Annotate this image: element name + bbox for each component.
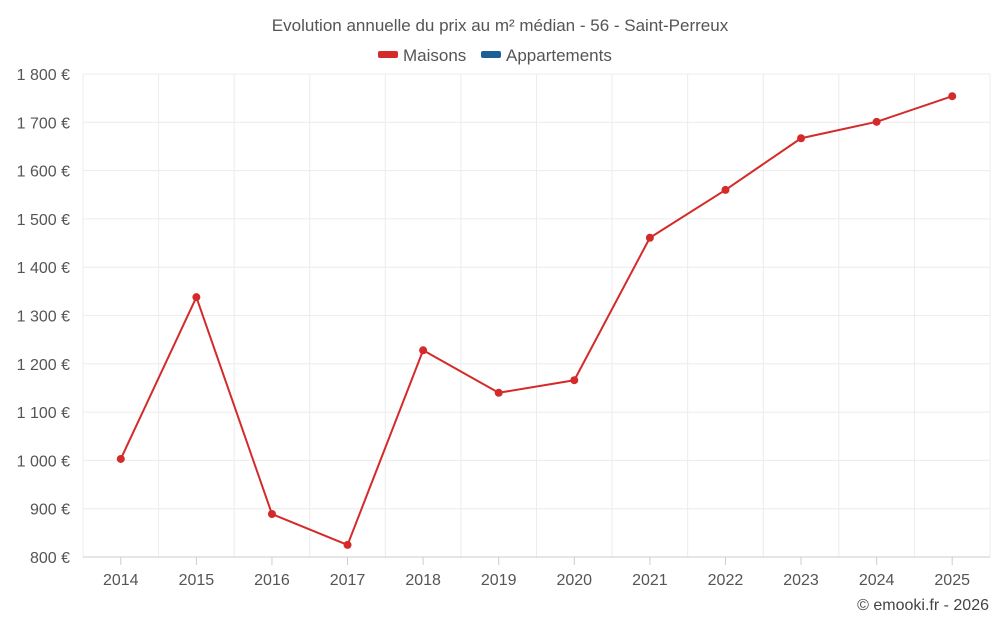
legend[interactable]: Maisons Appartements xyxy=(378,46,612,65)
data-point-maisons-2021[interactable] xyxy=(645,233,654,242)
x-tick-label: 2024 xyxy=(859,572,895,589)
data-point-maisons-2022[interactable] xyxy=(721,185,730,194)
y-axis-tick-labels: 800 € 900 € 1 000 € 1 100 € 1 200 € 1 300 € 1 … xyxy=(17,67,70,567)
legend-swatch-maisons[interactable] xyxy=(378,51,398,58)
y-tick-label: 1 500 € xyxy=(17,212,70,229)
x-tick-label: 2022 xyxy=(708,572,744,589)
y-tick-label: 900 € xyxy=(30,502,70,519)
legend-swatch-appartements[interactable] xyxy=(481,51,501,58)
x-tick-label: 2015 xyxy=(179,572,215,589)
x-axis-tick-labels: 2014 2015 2016 2017 2018 2019 2020 2021 2022 2023… xyxy=(103,557,970,589)
chart-title: Evolution annuelle du prix au m² médian … xyxy=(272,16,729,35)
x-tick-label: 2020 xyxy=(556,572,592,589)
y-tick-label: 1 600 € xyxy=(17,164,70,181)
data-point-maisons-2016[interactable] xyxy=(267,510,276,519)
legend-label-maisons[interactable]: Maisons xyxy=(403,46,466,65)
x-tick-label: 2017 xyxy=(330,572,366,589)
y-tick-label: 1 800 € xyxy=(17,67,70,84)
x-tick-label: 2025 xyxy=(934,572,970,589)
x-tick-label: 2018 xyxy=(405,572,441,589)
y-tick-label: 1 100 € xyxy=(17,405,70,422)
y-tick-label: 1 700 € xyxy=(17,115,70,132)
credit-text: © emooki.fr - 2026 xyxy=(857,597,989,614)
x-gridlines xyxy=(82,74,991,557)
y-tick-label: 1 200 € xyxy=(17,357,70,374)
data-point-maisons-2018[interactable] xyxy=(419,346,428,355)
data-point-maisons-2020[interactable] xyxy=(570,376,579,385)
x-tick-label: 2023 xyxy=(783,572,819,589)
x-tick-label: 2016 xyxy=(254,572,290,589)
y-tick-label: 800 € xyxy=(30,550,70,567)
x-tick-label: 2014 xyxy=(103,572,139,589)
data-point-maisons-2025[interactable] xyxy=(948,92,957,101)
y-tick-label: 1 000 € xyxy=(17,453,70,470)
x-tick-label: 2021 xyxy=(632,572,668,589)
series-layer xyxy=(116,92,957,549)
y-tick-label: 1 400 € xyxy=(17,260,70,277)
series-line-maisons xyxy=(119,95,953,546)
data-point-maisons-2015[interactable] xyxy=(192,293,201,302)
data-point-maisons-2014[interactable] xyxy=(116,454,125,463)
data-point-maisons-2023[interactable] xyxy=(797,134,806,143)
y-tick-label: 1 300 € xyxy=(17,309,70,326)
data-point-maisons-2017[interactable] xyxy=(343,540,352,549)
x-tick-label: 2019 xyxy=(481,572,517,589)
data-point-maisons-2024[interactable] xyxy=(872,117,881,126)
data-point-maisons-2019[interactable] xyxy=(494,388,503,397)
legend-label-appartements[interactable]: Appartements xyxy=(506,46,612,65)
